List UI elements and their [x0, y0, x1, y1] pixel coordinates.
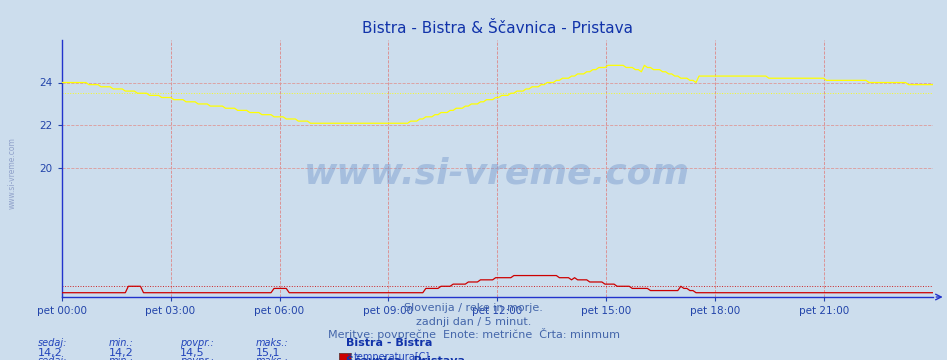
Text: sedaj:: sedaj:: [38, 356, 67, 360]
Text: povpr.:: povpr.:: [180, 338, 214, 348]
Text: www.si-vreme.com: www.si-vreme.com: [304, 157, 690, 190]
Text: www.si-vreme.com: www.si-vreme.com: [8, 137, 17, 209]
Text: Slovenija / reke in morje.: Slovenija / reke in morje.: [404, 303, 543, 314]
Text: min.:: min.:: [109, 338, 134, 348]
Text: maks.:: maks.:: [256, 356, 288, 360]
Text: 14,5: 14,5: [180, 348, 205, 358]
Text: sedaj:: sedaj:: [38, 338, 67, 348]
Text: 15,1: 15,1: [256, 348, 280, 358]
Text: Ščavnica - Pristava: Ščavnica - Pristava: [346, 356, 465, 360]
Text: Meritve: povprečne  Enote: metrične  Črta: minmum: Meritve: povprečne Enote: metrične Črta:…: [328, 328, 619, 340]
Text: maks.:: maks.:: [256, 338, 288, 348]
Text: Bistra - Bistra: Bistra - Bistra: [346, 338, 432, 348]
Text: povpr.:: povpr.:: [180, 356, 214, 360]
Text: 14,2: 14,2: [109, 348, 134, 358]
Text: 14,2: 14,2: [38, 348, 63, 358]
Text: temperatura[C]: temperatura[C]: [354, 352, 431, 360]
Title: Bistra - Bistra & Ščavnica - Pristava: Bistra - Bistra & Ščavnica - Pristava: [362, 21, 633, 36]
Text: min.:: min.:: [109, 356, 134, 360]
Text: zadnji dan / 5 minut.: zadnji dan / 5 minut.: [416, 317, 531, 327]
